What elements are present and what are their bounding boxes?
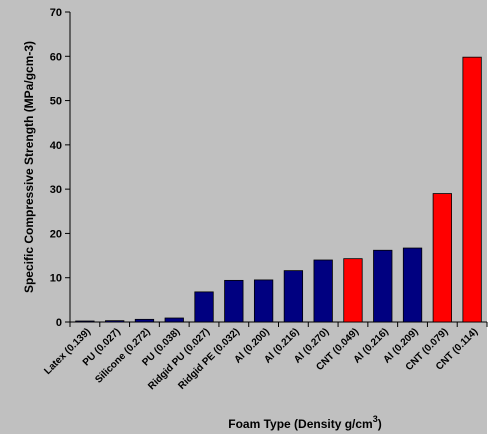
bar	[224, 279, 244, 323]
bar	[373, 249, 393, 323]
x-axis-title-superscript: 3	[373, 414, 378, 424]
bar	[432, 193, 452, 323]
bar	[194, 291, 214, 323]
bar	[343, 258, 363, 323]
x-axis-title-tail: )	[378, 417, 382, 431]
bar	[402, 247, 423, 323]
bar	[313, 259, 333, 323]
y-axis-title-group: Specific Compressive Strength (MPa/gcm-3…	[22, 41, 36, 293]
bar	[75, 320, 95, 323]
bar	[283, 270, 304, 323]
x-axis-title: Foam Type (Density g/cm3)	[228, 414, 382, 431]
bar	[134, 318, 155, 323]
y-tick-label: 10	[50, 273, 62, 285]
y-tick-label: 40	[50, 140, 62, 152]
bar	[164, 317, 184, 323]
y-axis-title: Specific Compressive Strength (MPa/gcm-3…	[22, 41, 36, 293]
x-category-label: Latex (0.139)	[42, 326, 93, 377]
y-tick-label: 50	[50, 96, 62, 108]
y-tick-label: 30	[50, 184, 62, 196]
bar	[462, 56, 482, 323]
y-tick-label: 0	[56, 317, 62, 329]
x-axis-title-main: Foam Type (Density g/cm	[228, 417, 372, 431]
bar	[253, 279, 274, 323]
y-tick-label: 60	[50, 51, 62, 63]
y-tick-label: 20	[50, 228, 62, 240]
y-tick-label: 70	[50, 7, 62, 19]
bar	[105, 320, 125, 323]
